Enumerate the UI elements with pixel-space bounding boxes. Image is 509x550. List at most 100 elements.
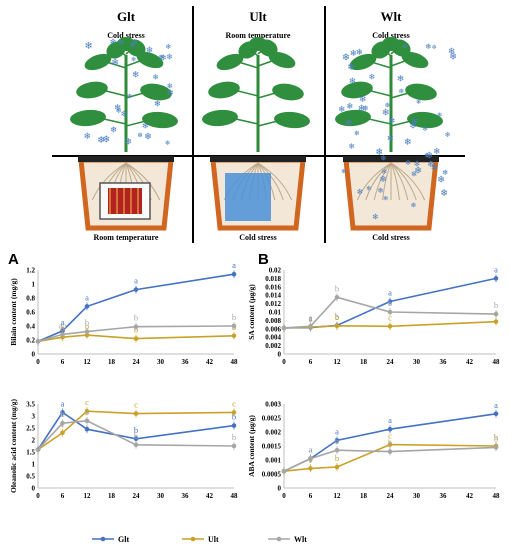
leaf — [208, 81, 240, 99]
x-tick-label: 48 — [231, 492, 239, 500]
x-tick-label: 18 — [108, 358, 116, 366]
x-tick-label: 12 — [84, 492, 92, 500]
significance-label: b — [134, 425, 138, 435]
data-point-wlt — [308, 456, 313, 461]
x-tick-label: 48 — [231, 358, 239, 366]
leaf-stalk — [250, 49, 259, 57]
snowflake-icon: ❄ — [422, 125, 428, 133]
leaf-stalk — [106, 61, 127, 69]
snowflake-icon: ❄ — [350, 48, 357, 58]
significance-label: b — [335, 283, 339, 293]
leaf-stalk — [125, 59, 144, 67]
significance-label: a — [494, 264, 498, 274]
data-point-wlt — [308, 323, 313, 329]
leaf — [76, 81, 108, 99]
snowflake-icon: ❄ — [344, 119, 352, 129]
legend-label-wlt: Wlt — [294, 535, 307, 544]
legend-marker-glt — [100, 536, 106, 542]
y-axis-label: ABA content (µg/g) — [247, 415, 256, 477]
x-tick-label: 36 — [182, 358, 190, 366]
snowflake-icon: ❄ — [165, 140, 170, 147]
snowflake-icon: ❄ — [347, 62, 355, 73]
snowflake-icon: ❄ — [121, 110, 128, 119]
data-point-ult — [493, 319, 499, 324]
snowflake-icon: ❄ — [388, 116, 395, 125]
y-tick-label: 0 — [278, 351, 282, 359]
significance-label: b — [494, 432, 498, 442]
x-tick-label: 0 — [36, 492, 40, 500]
y-tick-label: 0.016 — [265, 283, 281, 291]
snowflake-icon: ❄ — [131, 56, 137, 64]
root — [257, 162, 293, 201]
x-tick-label: 18 — [108, 492, 116, 500]
data-point-ult — [334, 323, 340, 329]
x-tick-label: 12 — [84, 358, 92, 366]
y-tick-label: 0 — [32, 485, 36, 493]
plant-glt: ❄❄❄❄❄❄❄❄❄❄❄❄❄❄❄ ❄❄❄❄❄❄❄❄❄❄❄❄❄❄❄ — [70, 37, 178, 231]
y-tick-label: 0.0015 — [262, 443, 282, 451]
significance-label: a — [134, 276, 138, 286]
snowflake-icon: ❄ — [167, 81, 173, 90]
root — [257, 162, 284, 201]
pot-rim — [343, 156, 439, 162]
root — [373, 162, 392, 201]
leaf-stalk — [125, 91, 148, 99]
snowflake-icon: ❄ — [111, 57, 119, 68]
snowflake-icon: ❄ — [114, 102, 121, 112]
y-tick-label: 0.001 — [265, 457, 281, 465]
snowflake-icon: ❄ — [342, 53, 350, 64]
significance-label: b — [494, 300, 498, 310]
root — [125, 162, 161, 201]
snowflake-icon: ❄ — [83, 131, 90, 141]
x-tick-label: 30 — [413, 358, 421, 366]
snowflake-icon: ❄ — [132, 70, 140, 80]
leaf-stalk — [367, 89, 392, 97]
root — [390, 162, 400, 201]
snowflake-icon: ❄ — [142, 122, 149, 131]
data-point-wlt — [60, 332, 65, 337]
glt-top-label: Cold stress — [107, 31, 144, 40]
x-tick-label: 30 — [157, 492, 165, 500]
data-point-glt — [387, 426, 393, 432]
y-tick-label: 0.4 — [26, 323, 35, 331]
snowflake-icon: ❄ — [409, 121, 417, 131]
data-point-glt — [231, 271, 237, 277]
data-point-glt — [133, 287, 139, 292]
snowflake-icon: ❄ — [366, 186, 371, 193]
snowflake-icon: ❄ — [348, 142, 355, 151]
snowflake-icon: ❄ — [349, 76, 357, 86]
significance-label: a — [309, 445, 313, 455]
leaf-stalk — [118, 49, 127, 57]
data-point-wlt — [133, 442, 139, 448]
y-tick-label: 1 — [32, 281, 36, 289]
leaf-stalk — [102, 89, 127, 97]
significance-label: b — [335, 311, 339, 321]
x-tick-label: 48 — [493, 492, 501, 500]
pot-rim — [210, 156, 306, 162]
x-tick-label: 36 — [440, 358, 448, 366]
leaf-stalk — [234, 89, 259, 97]
significance-label: b — [134, 431, 138, 441]
snowflake-icon: ❄ — [445, 131, 451, 139]
x-tick-label: 6 — [309, 358, 313, 366]
leaf-stalk — [257, 91, 280, 99]
leaf-stalk — [99, 117, 127, 125]
data-point-wlt — [281, 468, 287, 474]
x-tick-label: 6 — [309, 492, 313, 500]
plant-ult — [202, 37, 310, 231]
snowflake-icon: ❄ — [384, 102, 390, 110]
leaf — [70, 109, 106, 127]
leaf — [405, 83, 437, 101]
leaf-stalk — [231, 117, 259, 125]
y-tick-label: 0.8 — [26, 295, 35, 303]
data-point-wlt — [231, 323, 237, 329]
significance-label: a — [61, 398, 65, 408]
y-tick-label: 0.014 — [265, 292, 281, 300]
snowflake-icon: ❄ — [405, 159, 411, 167]
chart-1: 00.0020.0040.0060.0080.010.0120.0140.016… — [247, 264, 500, 366]
data-point-ult — [84, 408, 90, 414]
significance-label: b — [134, 313, 138, 323]
data-point-ult — [231, 333, 237, 339]
leaf — [216, 53, 244, 71]
